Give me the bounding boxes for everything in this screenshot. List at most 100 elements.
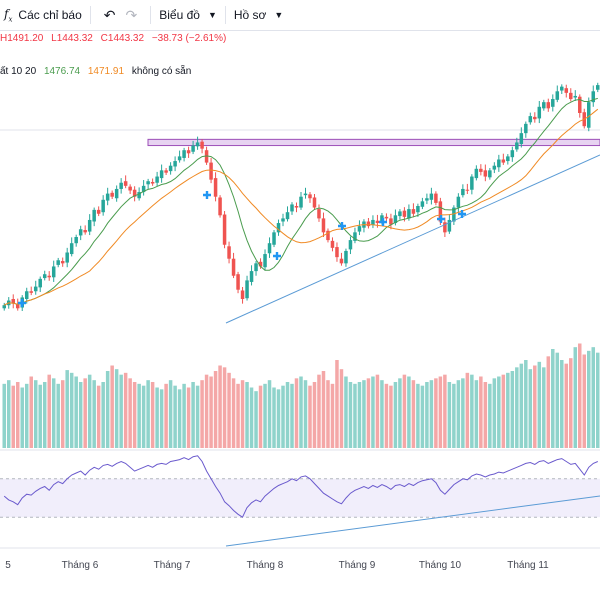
chart-type-button[interactable]: Biểu đồ ▼ bbox=[159, 0, 217, 30]
candle bbox=[276, 223, 281, 233]
volume-bar bbox=[213, 371, 218, 448]
candle bbox=[191, 145, 195, 152]
buy-signal-marker bbox=[338, 222, 346, 230]
candle bbox=[200, 141, 204, 149]
volume-bar bbox=[231, 378, 236, 448]
volume-bar bbox=[470, 374, 474, 448]
volume-bar bbox=[326, 380, 330, 448]
volume-bar bbox=[321, 371, 326, 448]
volume-bar bbox=[303, 380, 308, 448]
candle bbox=[434, 193, 438, 203]
volume-bar bbox=[159, 389, 164, 448]
volume-bar bbox=[137, 383, 141, 448]
candle bbox=[74, 237, 78, 244]
candle bbox=[461, 188, 465, 196]
candle bbox=[254, 263, 258, 272]
volume-bar bbox=[168, 380, 173, 448]
volume-bar bbox=[150, 382, 155, 448]
volume-bar bbox=[56, 383, 60, 448]
candle bbox=[425, 198, 429, 201]
volume-bar bbox=[299, 376, 303, 448]
volume-bar bbox=[267, 380, 272, 448]
volume-bar bbox=[398, 378, 402, 448]
redo-icon[interactable]: ↷ bbox=[125, 6, 138, 23]
candle bbox=[357, 226, 362, 232]
candle bbox=[393, 215, 398, 224]
candle bbox=[506, 156, 510, 162]
profile-button[interactable]: Hồ sơ ▼ bbox=[234, 0, 283, 30]
volume-bar bbox=[573, 347, 578, 448]
candle bbox=[299, 196, 303, 208]
volume-bar bbox=[519, 363, 524, 448]
volume-bar bbox=[407, 376, 411, 448]
candle bbox=[29, 291, 33, 293]
x-axis-tick-label: Tháng 6 bbox=[62, 560, 99, 571]
volume-bar bbox=[195, 385, 200, 448]
candle bbox=[339, 258, 344, 264]
candle bbox=[69, 243, 74, 255]
top-toolbar: fx Các chỉ báo ↶ ↷ Biểu đồ ▼ Hồ sơ ▼ bbox=[0, 0, 600, 31]
volume-bar bbox=[177, 389, 182, 448]
volume-bar bbox=[87, 374, 92, 448]
volume-bar bbox=[69, 372, 74, 448]
volume-bar bbox=[443, 374, 447, 448]
function-icon[interactable]: fx bbox=[4, 6, 13, 24]
candle bbox=[272, 232, 276, 245]
candle bbox=[411, 209, 416, 214]
candle bbox=[132, 189, 137, 197]
candle bbox=[317, 209, 321, 219]
buy-signal-marker bbox=[458, 210, 466, 218]
x-axis-tick-label: Tháng 7 bbox=[154, 560, 191, 571]
volume-bar bbox=[461, 378, 465, 448]
volume-bar bbox=[227, 372, 231, 448]
ma10-value: 1476.74 bbox=[43, 66, 81, 77]
candle bbox=[2, 305, 7, 309]
candle bbox=[47, 275, 51, 278]
candle bbox=[168, 165, 173, 172]
candle bbox=[101, 199, 105, 213]
indicators-button[interactable]: Các chỉ báo bbox=[18, 8, 82, 22]
volume-bar bbox=[402, 374, 407, 448]
candle bbox=[573, 95, 578, 98]
candle bbox=[141, 185, 146, 193]
candle bbox=[456, 196, 461, 208]
volume-bar bbox=[411, 380, 416, 448]
volume-bar bbox=[110, 365, 114, 448]
candle bbox=[312, 197, 317, 208]
volume-bar bbox=[546, 356, 551, 448]
volume-bar bbox=[591, 347, 596, 448]
volume-bar bbox=[501, 374, 506, 448]
candle bbox=[146, 181, 150, 185]
volume-bar bbox=[128, 378, 132, 448]
candle bbox=[587, 102, 591, 128]
volume-bar bbox=[155, 387, 159, 448]
volume-bar bbox=[353, 383, 357, 448]
resistance-zone bbox=[147, 138, 600, 147]
volume-bar bbox=[173, 385, 177, 448]
volume-bar bbox=[276, 389, 281, 448]
undo-icon[interactable]: ↶ bbox=[103, 6, 116, 23]
candle bbox=[164, 170, 168, 173]
toolbar-divider bbox=[89, 6, 91, 24]
candle bbox=[263, 254, 267, 268]
candle bbox=[267, 243, 272, 254]
candle bbox=[488, 170, 492, 178]
candle bbox=[384, 216, 389, 219]
volume-bar bbox=[114, 369, 119, 448]
volume-bar bbox=[506, 372, 510, 448]
volume-bar bbox=[146, 380, 150, 448]
candle bbox=[470, 176, 474, 190]
candle bbox=[443, 222, 447, 233]
candle bbox=[258, 261, 263, 267]
price-trendline bbox=[225, 154, 600, 324]
candle bbox=[389, 218, 393, 225]
volume-bar bbox=[317, 374, 321, 448]
chart-type-label: Biểu đồ bbox=[159, 8, 200, 22]
volume-bar bbox=[123, 372, 128, 448]
volume-bar bbox=[569, 358, 573, 448]
volume-bar bbox=[209, 376, 213, 448]
volume-bar bbox=[263, 383, 267, 448]
volume-bar bbox=[200, 380, 204, 448]
volume-bar bbox=[101, 382, 105, 448]
